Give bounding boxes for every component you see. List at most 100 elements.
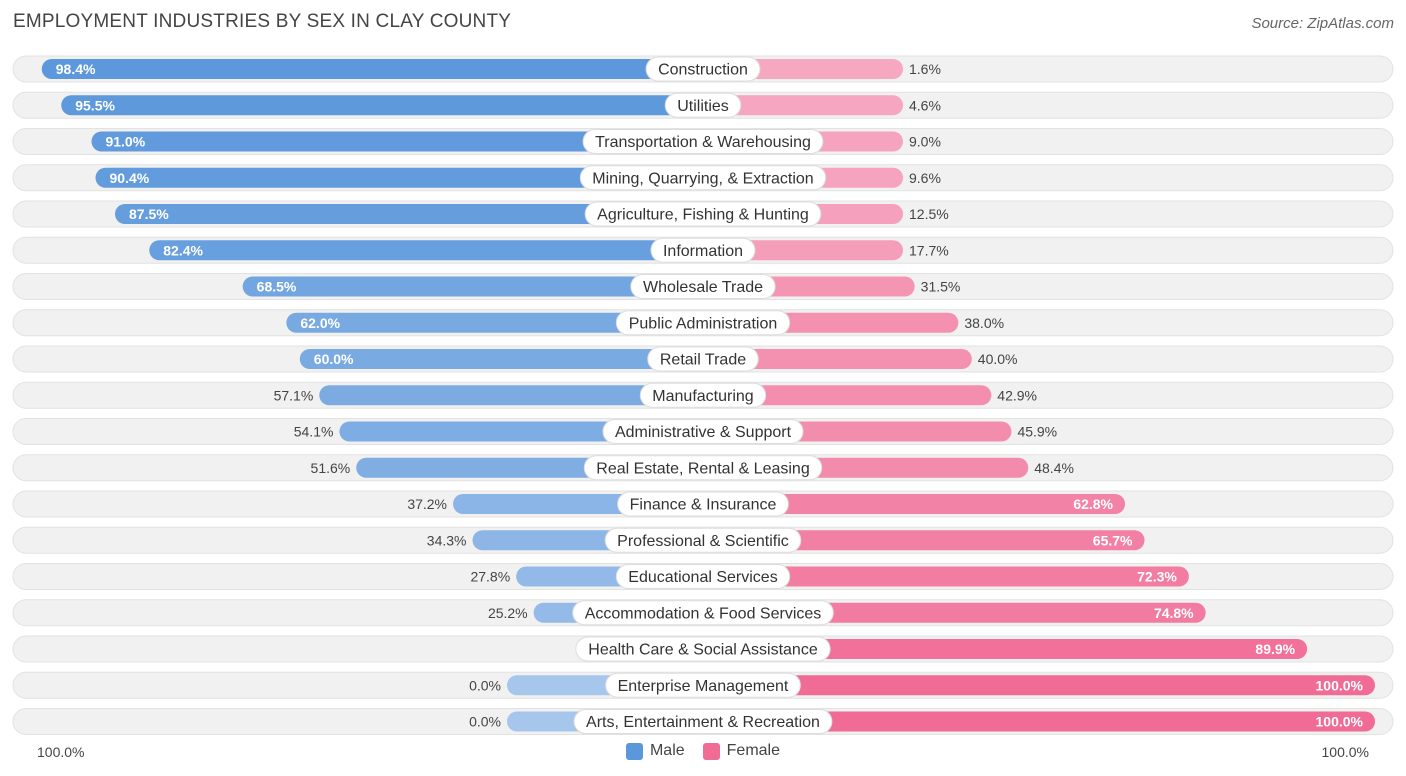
female-value-label: 40.0% [978,351,1018,367]
female-bar [703,349,972,369]
male-bar [115,204,703,224]
male-value-label: 60.0% [314,351,354,367]
legend-item-male[interactable]: Male [625,742,685,760]
category-label: Arts, Entertainment & Recreation [586,714,820,731]
female-bar [703,675,1375,696]
male-value-label: 95.5% [75,97,115,113]
female-value-label: 72.3% [1137,569,1177,585]
category-label: Health Care & Social Assistance [588,642,818,659]
female-value-label: 4.6% [909,97,941,113]
female-bar [703,385,992,406]
category-pill [605,672,801,698]
female-value-label: 12.5% [909,206,949,222]
legend-label-male: Male [649,742,685,759]
male-value-label: 91.0% [105,134,145,150]
male-bar [286,312,703,333]
chart-area: 98.4% 1.6% Construction 95.5% 4.6% Utilities 9… [12,55,1394,735]
category-label: Real Estate, Rental & Leasing [596,460,809,477]
male-bar [319,385,703,406]
female-value-label: 65.7% [1093,532,1133,548]
category-pill [630,274,776,299]
female-bar [703,530,1145,551]
legend-item-female[interactable]: Female [702,742,781,760]
female-value-label: 100.0% [1316,677,1364,693]
chart-title: EMPLOYMENT INDUSTRIES BY SEX IN CLAY COU… [13,11,512,32]
male-value-label: 27.8% [470,569,510,585]
female-value-label: 17.7% [909,242,949,258]
female-value-label: 74.8% [1154,605,1194,621]
male-value-label: 90.4% [110,170,150,186]
legend: Male Female [0,742,1406,760]
category-pill [602,419,804,444]
category-label: Manufacturing [652,388,753,405]
category-label: Administrative & Support [615,424,792,441]
category-pill [604,527,802,553]
category-pill [664,92,742,118]
category-label: Enterprise Management [618,678,789,695]
female-swatch-icon [702,742,720,760]
female-bar [703,566,1189,587]
female-value-label: 42.9% [997,387,1037,403]
legend-label-female: Female [726,742,781,759]
male-bar [91,131,704,152]
male-bar [41,59,703,79]
female-value-label: 9.6% [909,170,941,186]
female-value-label: 38.0% [964,315,1004,331]
category-pill [645,56,761,82]
category-pill [584,201,822,227]
female-bar [703,711,1375,732]
male-value-label: 82.4% [163,242,203,258]
category-pill [573,709,833,734]
male-bar [149,240,704,261]
male-value-label: 54.1% [294,424,334,440]
male-value-label: 37.2% [407,496,447,512]
category-label: Mining, Quarrying, & Extraction [592,170,813,187]
female-value-label: 89.9% [1255,641,1295,657]
male-value-label: 25.2% [488,605,528,621]
category-pill [617,491,789,517]
category-label: Construction [658,62,748,79]
female-value-label: 9.0% [909,134,941,150]
category-pill [615,564,791,589]
category-label: Educational Services [628,569,777,586]
category-pill [582,129,824,154]
male-value-label: 0.0% [469,677,501,693]
category-pill [572,600,834,626]
category-label: Information [663,243,743,260]
female-value-label: 62.8% [1073,496,1113,512]
male-value-label: 34.3% [427,532,467,548]
category-pill [579,165,827,191]
female-value-label: 31.5% [921,279,961,295]
male-bar [242,276,703,297]
female-bar [703,494,1126,514]
male-value-label: 98.4% [56,61,96,77]
male-swatch-icon [625,742,643,760]
category-pill [615,310,791,336]
category-label: Utilities [677,98,729,115]
female-value-label: 100.0% [1316,714,1364,730]
category-label: Public Administration [629,315,778,332]
female-bar [703,639,1308,659]
male-bar [299,349,703,369]
category-pill [575,636,831,662]
female-bar [703,95,903,116]
category-label: Finance & Insurance [630,497,777,514]
male-bar [61,95,704,116]
female-value-label: 48.4% [1034,460,1074,476]
male-value-label: 62.0% [300,315,340,331]
female-value-label: 1.6% [909,61,941,77]
category-pill [583,455,823,481]
source-attribution: Source: ZipAtlas.com [1251,15,1394,32]
male-value-label: 51.6% [311,460,351,476]
category-pill [650,237,756,263]
category-pill [647,346,759,372]
axis-left-label: 100.0% [37,744,85,760]
category-label: Wholesale Trade [643,279,763,296]
category-label: Transportation & Warehousing [595,134,811,151]
male-value-label: 0.0% [469,714,501,730]
category-pill [639,382,767,408]
female-value-label: 45.9% [1017,424,1057,440]
category-label: Retail Trade [660,352,746,369]
male-value-label: 87.5% [129,206,169,222]
category-label: Accommodation & Food Services [585,605,822,622]
